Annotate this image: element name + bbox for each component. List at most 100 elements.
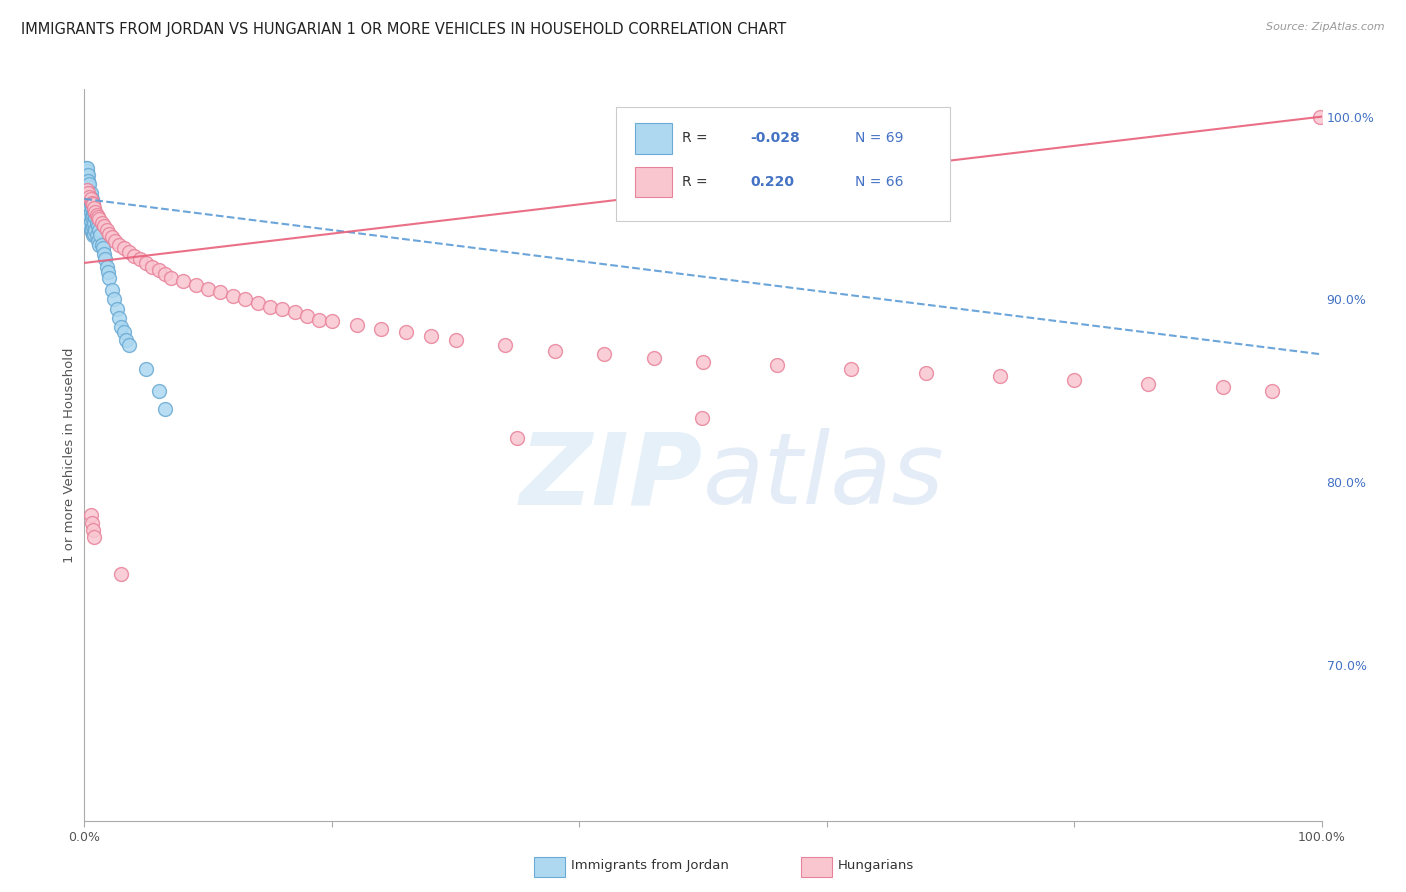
Point [77,186,100,201]
Point [295,309,318,323]
Text: N = 66: N = 66 [855,175,904,189]
Point [79,186,101,201]
Point [1309,110,1331,124]
Point [80,201,103,215]
Point [82,219,104,234]
Bar [636,123,672,153]
Point [76,171,98,186]
Point [148,384,170,398]
Text: R =: R = [682,131,711,145]
Point [115,333,138,347]
Point [79,208,101,222]
Point [79,197,101,211]
Point [82,523,104,537]
Point [75,168,97,182]
Point [100,284,122,298]
Point [100,230,122,244]
Point [90,216,112,230]
Point [82,208,104,222]
Point [76,183,98,197]
Text: R =: R = [682,175,716,189]
Point [766,359,789,373]
Point [87,211,110,225]
Point [75,164,97,178]
Point [153,267,176,281]
Point [105,301,128,316]
Point [118,338,141,352]
Text: Hungarians: Hungarians [838,859,914,871]
Point [83,216,105,230]
Point [77,183,100,197]
Point [308,312,330,326]
Point [77,179,100,194]
Point [90,237,112,252]
Point [841,362,863,376]
Point [79,178,101,192]
Point [98,270,121,285]
Point [346,318,368,332]
Point [80,223,103,237]
Point [135,256,157,270]
Point [79,186,101,201]
Point [79,192,101,206]
Point [82,197,104,211]
Point [79,219,101,234]
Point [1212,380,1234,394]
Text: IMMIGRANTS FROM JORDAN VS HUNGARIAN 1 OR MORE VEHICLES IN HOUSEHOLD CORRELATION : IMMIGRANTS FROM JORDAN VS HUNGARIAN 1 OR… [21,22,786,37]
Point [89,212,111,227]
Point [118,244,141,259]
Point [84,223,107,237]
Point [83,530,105,544]
Point [148,263,170,277]
Point [89,237,111,252]
Point [108,237,131,252]
Point [87,219,110,234]
Point [914,366,936,380]
Point [77,190,100,204]
Point [79,192,101,206]
Point [77,192,100,206]
Point [77,201,100,215]
Point [1137,376,1160,391]
Point [84,211,107,225]
Point [83,227,105,241]
Point [141,260,163,274]
Point [988,369,1011,384]
Point [110,566,132,581]
Point [1063,373,1085,387]
Point [77,211,100,225]
Point [79,204,101,219]
Point [77,197,100,211]
Point [91,241,114,255]
Text: N = 69: N = 69 [855,131,904,145]
Point [222,289,245,303]
Point [103,293,125,307]
Point [209,285,232,300]
Point [172,274,194,288]
Point [93,247,115,261]
Point [80,516,103,530]
Point [86,208,108,222]
Point [184,277,207,292]
Point [543,343,565,358]
Point [271,301,294,316]
Point [82,228,104,243]
Point [77,186,100,201]
Point [690,411,713,425]
Point [197,281,219,295]
Point [321,314,343,328]
Point [494,338,516,352]
Point [86,216,108,230]
Point [112,241,135,255]
Point [122,249,145,263]
Point [129,252,152,267]
Point [444,333,467,347]
Point [84,204,107,219]
Point [76,174,98,188]
Point [259,300,281,314]
Point [96,260,118,274]
Point [76,186,98,201]
Point [94,252,117,267]
Point [76,164,98,178]
Point [370,322,392,336]
